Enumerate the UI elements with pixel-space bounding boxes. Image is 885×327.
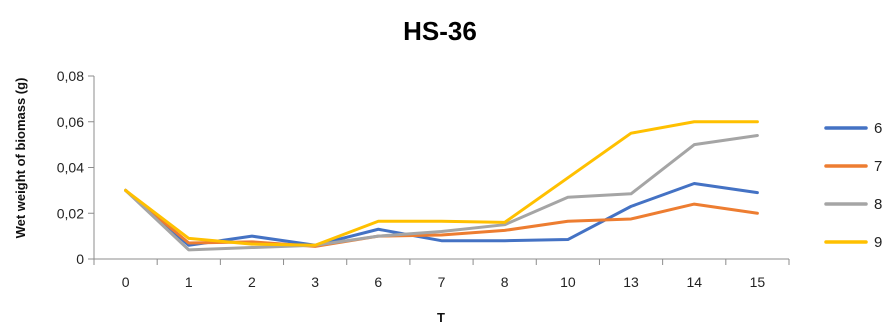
legend-label-7: 7 — [874, 158, 882, 175]
y-tick-label: 0,04 — [57, 160, 84, 176]
x-tick-label: 14 — [686, 274, 702, 290]
legend-label-6: 6 — [874, 120, 882, 137]
x-tick-label: 6 — [374, 274, 382, 290]
y-tick-label: 0 — [76, 251, 84, 267]
x-tick-label: 1 — [185, 274, 193, 290]
series-line-9 — [124, 120, 759, 247]
x-tick-label: 15 — [750, 274, 766, 290]
y-tick-label: 0,02 — [57, 205, 84, 221]
chart-title: HS-36 — [403, 16, 477, 46]
y-tick-label: 0,08 — [57, 68, 84, 84]
series-group — [124, 120, 759, 252]
legend-label-9: 9 — [874, 234, 882, 251]
series-line-7 — [124, 188, 759, 248]
legend: 6 7 8 9 — [824, 120, 882, 251]
y-tick-label: 0,06 — [57, 114, 84, 130]
x-ticks: 0 1 2 3 6 7 8 10 13 14 15 — [93, 259, 790, 290]
y-ticks: 0 0,02 0,04 0,06 0,08 — [57, 68, 94, 267]
x-tick-label: 7 — [438, 274, 446, 290]
series-line-6 — [124, 182, 759, 247]
series-line-8 — [124, 133, 759, 252]
x-tick-label: 2 — [248, 274, 256, 290]
x-axis-label: T — [437, 310, 445, 325]
x-tick-label: 10 — [560, 274, 576, 290]
x-tick-label: 3 — [311, 274, 319, 290]
x-tick-label: 0 — [122, 274, 130, 290]
x-tick-label: 13 — [623, 274, 639, 290]
x-tick-label: 8 — [501, 274, 509, 290]
legend-label-8: 8 — [874, 196, 882, 213]
y-axis-label: Wet weight of biomass (g) — [13, 78, 28, 239]
